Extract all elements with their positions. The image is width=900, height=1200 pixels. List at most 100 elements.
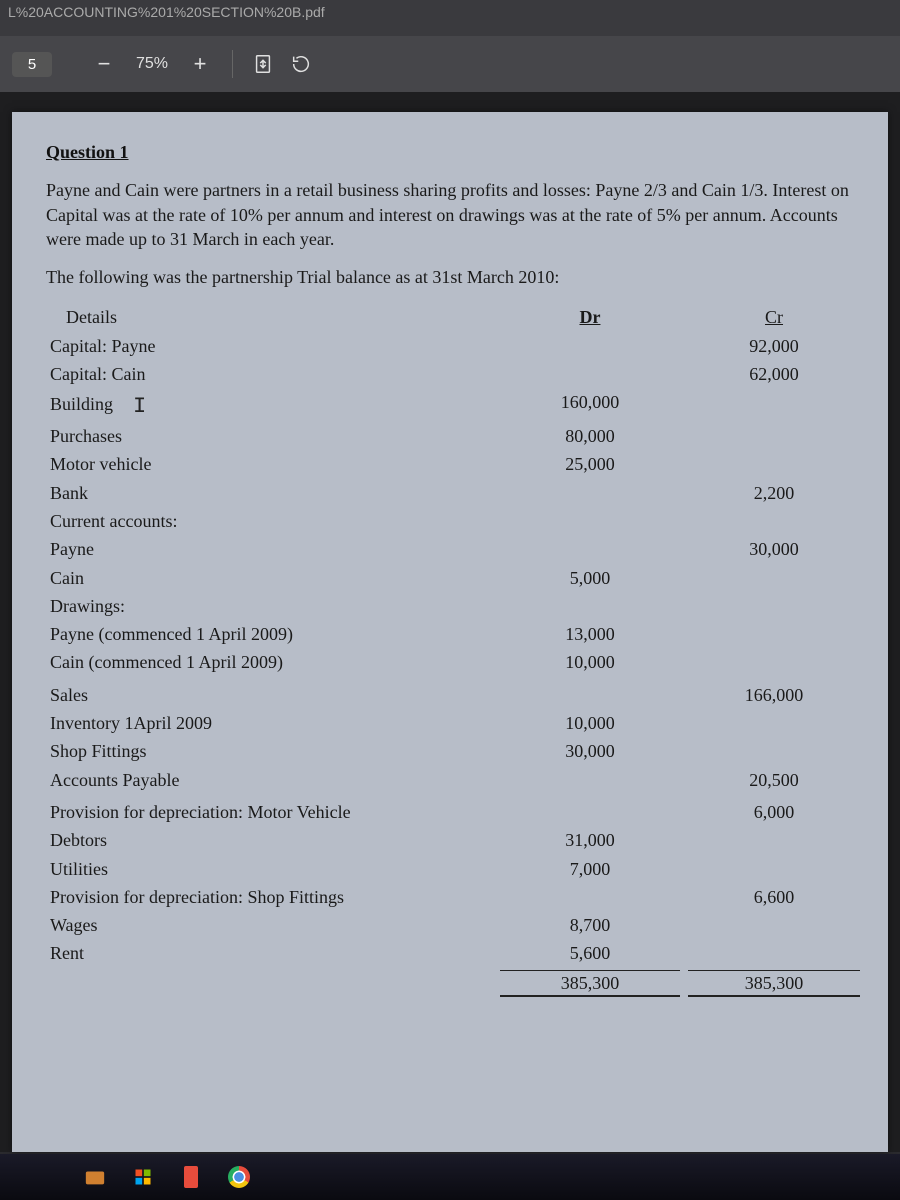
cell-dr: 25,000: [496, 450, 684, 478]
cell-dr: 8,700: [496, 911, 684, 939]
cell-cr: [684, 592, 864, 620]
cell-details: Cain (commenced 1 April 2009): [46, 648, 496, 676]
cell-details: Utilities: [46, 855, 496, 883]
cell-dr: 10,000: [496, 709, 684, 737]
table-row: Wages8,700: [46, 911, 864, 939]
cell-dr: [496, 360, 684, 388]
table-row: Rent5,600: [46, 939, 864, 967]
zoom-level-label: 75%: [130, 55, 174, 73]
cell-cr: [684, 939, 864, 967]
table-row: Capital: Payne 92,000: [46, 332, 864, 360]
cell-details: Accounts Payable: [46, 766, 496, 794]
cell-cr: 20,500: [684, 766, 864, 794]
cell-cr: [684, 388, 864, 422]
taskbar-app-1[interactable]: [80, 1162, 110, 1192]
header-details: Details: [46, 303, 496, 331]
cell-dr: [496, 798, 684, 826]
cell-dr: 5,000: [496, 564, 684, 592]
cell-details: Payne: [46, 535, 496, 563]
cell-dr: [496, 681, 684, 709]
cell-details: Shop Fittings: [46, 737, 496, 765]
cell-details: Provision for depreciation: Motor Vehicl…: [46, 798, 496, 826]
table-row: Utilities7,000: [46, 855, 864, 883]
question-heading: Question 1: [46, 140, 864, 164]
cell-cr: [684, 737, 864, 765]
table-row: Provision for depreciation: Shop Fitting…: [46, 883, 864, 911]
cell-details: Debtors: [46, 826, 496, 854]
taskbar-chrome-icon[interactable]: [224, 1162, 254, 1192]
table-row: Sales 166,000: [46, 681, 864, 709]
table-row: Capital: Cain62,000: [46, 360, 864, 388]
lead-sentence: The following was the partnership Trial …: [46, 265, 864, 289]
cell-details: Inventory 1April 2009: [46, 709, 496, 737]
cell-cr: [684, 450, 864, 478]
cell-details: Rent: [46, 939, 496, 967]
cell-dr: 31,000: [496, 826, 684, 854]
table-row: Purchases80,000: [46, 422, 864, 450]
rotate-icon[interactable]: [287, 50, 315, 78]
zoom-in-button[interactable]: +: [184, 48, 216, 80]
cell-cr: 30,000: [684, 535, 864, 563]
table-row: Payne (commenced 1 April 2009)13,000: [46, 620, 864, 648]
cell-dr: [496, 507, 684, 535]
cell-details: Wages: [46, 911, 496, 939]
page-number-field[interactable]: 5: [12, 52, 52, 77]
cell-cr: 6,600: [684, 883, 864, 911]
cell-dr: [496, 332, 684, 360]
cell-dr: [496, 592, 684, 620]
table-row: Drawings:: [46, 592, 864, 620]
windows-taskbar[interactable]: [0, 1154, 900, 1200]
cell-details: Purchases: [46, 422, 496, 450]
table-row: BuildingI160,000: [46, 388, 864, 422]
cell-details: Cain: [46, 564, 496, 592]
taskbar-app-3[interactable]: [176, 1162, 206, 1192]
cell-cr: [684, 826, 864, 854]
fit-page-icon[interactable]: [249, 50, 277, 78]
cell-dr: 5,600: [496, 939, 684, 967]
cell-dr: [496, 883, 684, 911]
url-text: L%20ACCOUNTING%201%20SECTION%20B.pdf: [8, 4, 325, 20]
cell-cr: 166,000: [684, 681, 864, 709]
pdf-viewport: Question 1 Payne and Cain were partners …: [0, 92, 900, 1152]
table-row: Debtors31,000: [46, 826, 864, 854]
cell-cr: [684, 564, 864, 592]
cell-dr: 13,000: [496, 620, 684, 648]
cell-dr: 30,000: [496, 737, 684, 765]
cell-details: Current accounts:: [46, 507, 496, 535]
table-header-row: Details Dr Cr: [46, 303, 864, 331]
cell-dr: [496, 535, 684, 563]
cell-dr: 10,000: [496, 648, 684, 676]
table-row: Payne 30,000: [46, 535, 864, 563]
cell-cr: 6,000: [684, 798, 864, 826]
cell-cr: [684, 911, 864, 939]
table-row: Cain5,000: [46, 564, 864, 592]
pdf-page: Question 1 Payne and Cain were partners …: [12, 112, 888, 1152]
cell-cr: [684, 422, 864, 450]
cell-details: Drawings:: [46, 592, 496, 620]
intro-paragraph: Payne and Cain were partners in a retail…: [46, 178, 864, 251]
toolbar-separator: [232, 50, 233, 78]
cell-details: Payne (commenced 1 April 2009): [46, 620, 496, 648]
cell-dr: [496, 766, 684, 794]
cell-dr: 80,000: [496, 422, 684, 450]
pdf-toolbar: 5 − 75% +: [0, 36, 900, 92]
table-totals-row: 385,300 385,300: [46, 968, 864, 999]
zoom-out-button[interactable]: −: [88, 48, 120, 80]
cell-cr: 62,000: [684, 360, 864, 388]
text-cursor-icon: I: [133, 392, 146, 422]
cell-details: Capital: Payne: [46, 332, 496, 360]
cell-dr: [496, 479, 684, 507]
cell-details: Motor vehicle: [46, 450, 496, 478]
cell-details: Provision for depreciation: Shop Fitting…: [46, 883, 496, 911]
table-row: Shop Fittings30,000: [46, 737, 864, 765]
cell-cr: 92,000: [684, 332, 864, 360]
taskbar-app-2[interactable]: [128, 1162, 158, 1192]
cell-cr: [684, 620, 864, 648]
cell-cr: [684, 855, 864, 883]
cell-details: Sales: [46, 681, 496, 709]
table-row: Inventory 1April 200910,000: [46, 709, 864, 737]
cell-cr: [684, 709, 864, 737]
table-row: Motor vehicle25,000: [46, 450, 864, 478]
trial-balance-table: Details Dr Cr Capital: Payne 92,000Capita…: [46, 303, 864, 999]
cell-details: BuildingI: [46, 388, 496, 422]
